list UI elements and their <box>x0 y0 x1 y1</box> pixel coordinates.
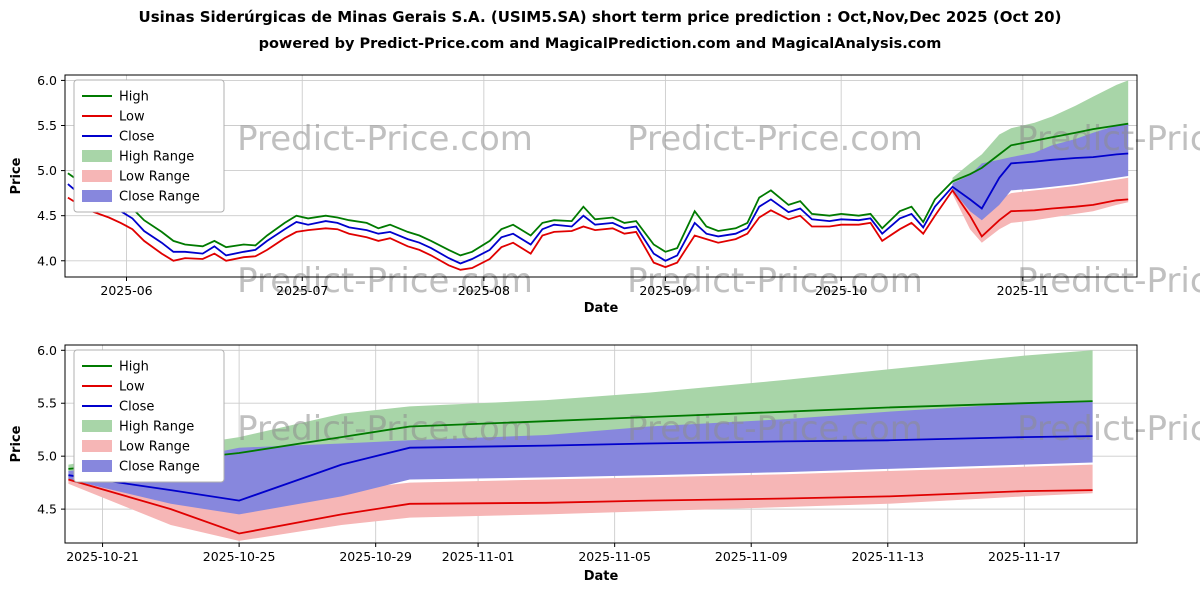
legend-swatch-patch <box>82 460 112 472</box>
y-tick-label: 6.0 <box>37 343 57 358</box>
legend-label: Close <box>119 130 154 145</box>
price-history-chart: Predict-Price.com Predict-Price.com Predic… <box>9 73 1200 316</box>
close-range-band <box>952 123 1129 221</box>
y-axis-label: Price <box>9 425 24 462</box>
chart-title: Usinas Siderúrgicas de Minas Gerais S.A.… <box>138 8 1062 26</box>
x-tick-label: 2025-10-21 <box>66 549 139 564</box>
x-axis-label: Date <box>584 569 619 584</box>
x-tick-label: 2025-10 <box>815 283 867 298</box>
legend-label: Low <box>119 380 145 395</box>
low-line <box>67 188 1129 271</box>
y-tick-label: 4.0 <box>37 253 57 268</box>
chart-subtitle: powered by Predict-Price.com and Magical… <box>258 36 942 52</box>
y-tick-label: 4.5 <box>37 208 57 223</box>
plot-border <box>64 344 1138 544</box>
watermark-text: Predict-Price.com <box>237 409 533 449</box>
x-tick-label: 2025-08 <box>458 283 510 298</box>
y-tick-label: 6.0 <box>37 73 57 88</box>
x-tick-label: 2025-06 <box>100 283 152 298</box>
y-tick-label: 5.0 <box>37 449 57 464</box>
x-tick-label: 2025-10-25 <box>203 549 276 564</box>
legend-label: Low Range <box>119 440 190 455</box>
y-tick-label: 5.5 <box>37 118 57 133</box>
legend-label: High Range <box>119 150 194 165</box>
y-tick-label: 5.0 <box>37 163 57 178</box>
x-tick-label: 2025-11-13 <box>851 549 924 564</box>
legend-label: High Range <box>119 420 194 435</box>
close-line <box>67 152 1129 265</box>
legend-label: Low Range <box>119 170 190 185</box>
close-line <box>68 435 1093 502</box>
x-tick-label: 2025-11 <box>997 283 1049 298</box>
low-line <box>68 478 1093 535</box>
watermark-text: Predict-Price.com <box>1017 261 1200 301</box>
y-tick-label: 5.5 <box>37 396 57 411</box>
x-tick-label: 2025-11-09 <box>715 549 788 564</box>
legend-label: High <box>119 360 149 375</box>
x-tick-label: 2025-11-01 <box>442 549 515 564</box>
high-line <box>67 122 1129 257</box>
legend-swatch-patch <box>82 440 112 452</box>
plot-border <box>64 74 1138 278</box>
x-tick-label: 2025-07 <box>276 283 328 298</box>
x-axis-label: Date <box>584 301 619 316</box>
x-tick-label: 2025-11-05 <box>578 549 651 564</box>
legend-label: High <box>119 90 149 105</box>
legend-swatch-patch <box>82 170 112 182</box>
legend-label: Low <box>119 110 145 125</box>
x-tick-label: 2025-11-17 <box>988 549 1061 564</box>
legend-swatch-patch <box>82 420 112 432</box>
watermark-text: Predict-Price.com <box>627 119 923 159</box>
close-range-band <box>68 401 1093 515</box>
watermark-text: Predict-Price.com <box>237 119 533 159</box>
y-tick-label: 4.5 <box>37 502 57 517</box>
legend-label: Close <box>119 400 154 415</box>
x-tick-label: 2025-10-29 <box>339 549 412 564</box>
legend-swatch-patch <box>82 190 112 202</box>
watermark-text: Predict-Price.com <box>627 261 923 301</box>
legend-swatch-patch <box>82 150 112 162</box>
legend-label: Close Range <box>119 460 200 475</box>
y-axis-label: Price <box>9 157 24 194</box>
price-forecast-chart: Predict-Price.com Predict-Price.com Predic… <box>9 343 1200 584</box>
legend-label: Close Range <box>119 190 200 205</box>
watermark-text: Predict-Price.com <box>1017 409 1200 449</box>
x-tick-label: 2025-09 <box>639 283 691 298</box>
